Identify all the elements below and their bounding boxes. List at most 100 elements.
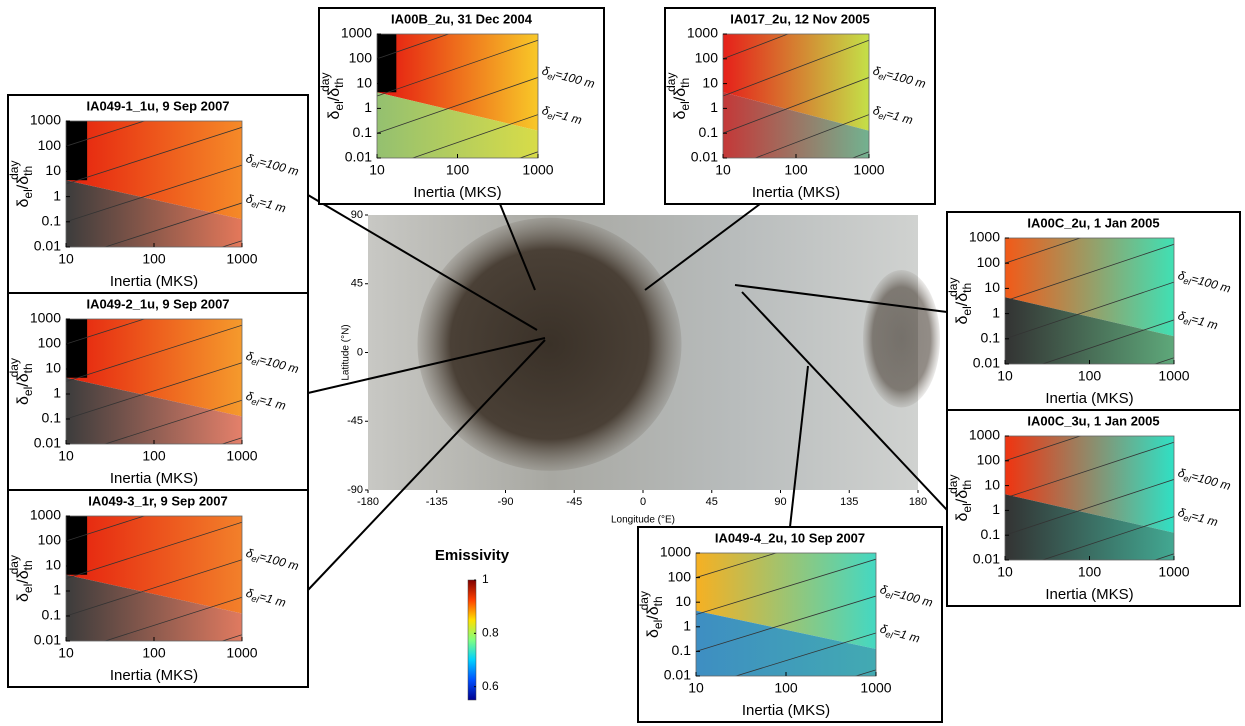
y-tick-label: 0.1 — [981, 526, 1001, 542]
x-tick-label: 1000 — [860, 680, 891, 696]
heat-lower — [1005, 297, 1174, 364]
contour-line — [66, 319, 146, 345]
connector — [789, 365, 809, 528]
x-tick-label: 100 — [1078, 368, 1102, 384]
contour-line — [66, 516, 146, 542]
annotation-part: δ — [871, 64, 881, 79]
annotation-part: =1 m — [554, 107, 584, 128]
contour-line — [1005, 479, 1174, 536]
y-axis-label-part: el — [332, 101, 346, 110]
y-axis-label-part: th — [960, 283, 974, 293]
heat-lower — [723, 92, 869, 158]
contour-line — [377, 39, 538, 97]
annotation-part: =1 m — [258, 195, 288, 216]
y-tick-label: 0.01 — [973, 551, 1000, 567]
heatmap-panel: IA00C_2u, 1 Jan 2005 0.01 0.1 1 10 100 1000 10 1… — [946, 211, 1241, 411]
heat-lower — [1005, 494, 1174, 560]
annotation-part: el — [884, 629, 894, 641]
contour-line — [377, 34, 450, 60]
y-tick-label: 1000 — [341, 25, 372, 41]
dark-region — [863, 270, 940, 408]
annotation-part: el — [1182, 276, 1192, 288]
x-tick-label: 45 — [706, 496, 718, 508]
x-tick-label: 10 — [369, 162, 385, 178]
x-tick-label: 10 — [58, 645, 74, 661]
y-axis-label: δel/δthday — [7, 161, 35, 208]
contour-annotation: δel=1 m — [540, 103, 584, 129]
contour-line — [1005, 281, 1174, 340]
y-tick-label: 1000 — [660, 544, 691, 560]
y-tick-label: 0.1 — [353, 124, 373, 140]
heat-lower — [66, 180, 242, 247]
y-tick-label: -90 — [347, 484, 363, 496]
annotation-part: δ — [244, 546, 254, 561]
contour-line — [754, 114, 869, 158]
y-tick-label: 10 — [45, 557, 61, 573]
heat-upper — [1005, 238, 1174, 337]
y-axis-label-part: /δ — [15, 570, 32, 583]
y-axis-label-part: δ — [954, 315, 971, 324]
contour-line — [1005, 243, 1174, 302]
y-tick-label: 100 — [38, 335, 62, 351]
y-axis-label-part: δ — [954, 512, 971, 521]
heat-upper — [723, 34, 869, 131]
y-axis-label-part: day — [946, 475, 960, 494]
x-tick-label: 100 — [142, 448, 166, 464]
y-axis-label-part: δ — [672, 110, 689, 119]
y-axis-label-part: th — [21, 363, 35, 373]
x-tick-label: 180 — [909, 496, 927, 508]
y-tick-label: -45 — [347, 415, 363, 427]
y-axis-label-part: δ — [326, 110, 343, 119]
y-axis-label-part: day — [7, 358, 21, 377]
heatmap-panel: IA049-2_1u, 9 Sep 2007 0.01 0.1 1 10 100 1000 1… — [7, 292, 309, 491]
y-axis-label: δel/δthday — [7, 358, 35, 405]
y-tick-label: 0.1 — [42, 213, 62, 229]
annotation-part: δ — [244, 349, 254, 364]
x-tick-label: 100 — [774, 680, 798, 696]
annotation-part: el — [877, 71, 887, 83]
y-axis-label-part: day — [318, 73, 332, 92]
y-axis-label-part: /δ — [954, 490, 971, 503]
annotation-part: el — [884, 590, 894, 602]
heat-mask — [66, 121, 88, 181]
y-axis-label-part: th — [960, 480, 974, 490]
heatmap-panel: IA00B_2u, 31 Dec 2004 0.01 0.1 1 10 100 1000 10… — [318, 7, 605, 205]
y-axis-label: δel/δthday — [7, 555, 35, 602]
y-tick-label: 1000 — [687, 25, 718, 41]
x-tick-label: -45 — [566, 496, 582, 508]
contour-annotation: δel=1 m — [871, 103, 915, 129]
connector — [307, 337, 546, 394]
heat-lower — [66, 377, 242, 444]
heat-lower — [377, 92, 538, 158]
annotation-part: =1 m — [258, 392, 288, 413]
contour-annotation: δel=1 m — [244, 389, 288, 415]
contour-line — [103, 399, 242, 444]
x-tick-label: 1000 — [226, 448, 257, 464]
colorbar-title: Emissivity — [435, 547, 510, 564]
y-axis-label: Latitude (°N) — [341, 324, 352, 380]
heatmap-panel: IA049-1_1u, 9 Sep 2007 0.01 0.1 1 10 100 1000 1… — [7, 94, 309, 294]
panel-title: IA049-4_2u, 10 Sep 2007 — [715, 530, 865, 545]
heatmap-panel: IA017_2u, 12 Nov 2005 0.01 0.1 1 10 100 1000 10… — [664, 7, 936, 205]
x-tick-label: 135 — [840, 496, 858, 508]
y-axis-label-part: δ — [645, 629, 662, 638]
connector — [307, 194, 538, 331]
y-tick-label: 1 — [53, 385, 61, 401]
y-tick-label: 1 — [992, 501, 1000, 517]
y-axis-label-part: el — [651, 620, 665, 629]
x-tick-label: 100 — [1078, 564, 1102, 580]
y-tick-label: 0.1 — [42, 410, 62, 426]
contour-line — [66, 164, 242, 223]
y-tick-label: 100 — [977, 254, 1001, 270]
heatmap-panel: IA049-4_2u, 10 Sep 2007 0.01 0.1 1 10 100 1000… — [637, 526, 943, 723]
x-axis-label: Longitude (°E) — [611, 515, 675, 526]
y-tick-label: 100 — [38, 137, 62, 153]
annotation-part: el — [1182, 316, 1192, 328]
contour-line — [1005, 436, 1082, 462]
y-tick-label: 0.1 — [981, 330, 1001, 346]
y-tick-label: 1000 — [30, 112, 61, 128]
y-axis-label-part: /δ — [15, 373, 32, 386]
annotation-part: el — [1182, 513, 1192, 525]
plot-area — [1005, 436, 1174, 560]
